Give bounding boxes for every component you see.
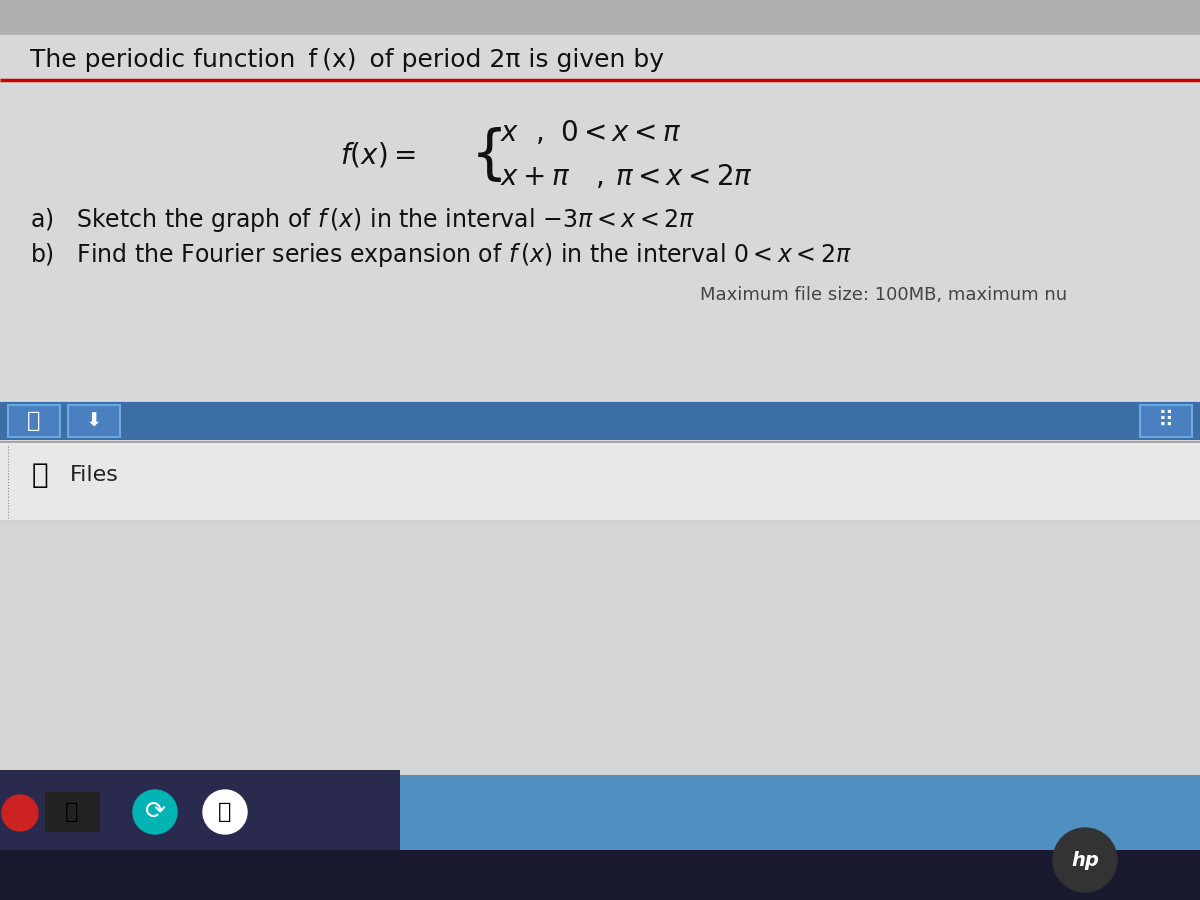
Text: $f(x) =$: $f(x) =$ <box>340 140 415 169</box>
Bar <box>1140 405 1192 437</box>
Bar <box>0 770 400 850</box>
Bar <box>0 442 1200 520</box>
Text: $,$: $,$ <box>535 119 544 147</box>
Circle shape <box>2 795 38 831</box>
Text: ⬇: ⬇ <box>86 411 102 430</box>
Text: $0 < x < \pi$: $0 < x < \pi$ <box>560 119 682 147</box>
Text: 📷: 📷 <box>65 802 79 822</box>
Circle shape <box>203 790 247 834</box>
Text: Files: Files <box>70 465 119 485</box>
Bar <box>0 850 1200 900</box>
Bar <box>8 405 60 437</box>
Text: ⟳: ⟳ <box>144 800 166 824</box>
Bar <box>0 522 1200 900</box>
Text: $\pi < x < 2\pi$: $\pi < x < 2\pi$ <box>616 163 752 191</box>
Circle shape <box>1054 828 1117 892</box>
Bar <box>0 30 1200 450</box>
Bar <box>0 0 1200 500</box>
Text: ⠿: ⠿ <box>1158 411 1174 431</box>
Bar <box>0 402 1200 440</box>
Text: 🔴: 🔴 <box>218 802 232 822</box>
Text: $,$: $,$ <box>595 163 604 191</box>
Circle shape <box>133 790 178 834</box>
Bar <box>46 792 100 832</box>
Text: The periodic function  f (x)  of period 2π is given by: The periodic function f (x) of period 2π… <box>30 48 664 72</box>
Text: Maximum file size: 100MB, maximum nu: Maximum file size: 100MB, maximum nu <box>700 286 1067 304</box>
Text: $x$: $x$ <box>500 119 520 147</box>
Bar <box>68 405 120 437</box>
Bar <box>0 775 1200 850</box>
Text: b)   Find the Fourier series expansion of $f\,(x)$ in the interval $0 < x < 2\pi: b) Find the Fourier series expansion of … <box>30 241 852 269</box>
Text: a)   Sketch the graph of $f\,(x)$ in the interval $-3\pi < x < 2\pi$: a) Sketch the graph of $f\,(x)$ in the i… <box>30 206 695 234</box>
Bar <box>0 0 1200 35</box>
Bar <box>0 0 1200 30</box>
Text: hp: hp <box>1072 850 1099 869</box>
Bar <box>0 30 1200 450</box>
Text: 📁: 📁 <box>31 461 48 489</box>
Text: $\{$: $\{$ <box>470 125 502 184</box>
Text: $x + \pi$: $x + \pi$ <box>500 163 570 191</box>
Text: 🗋: 🗋 <box>28 411 41 431</box>
